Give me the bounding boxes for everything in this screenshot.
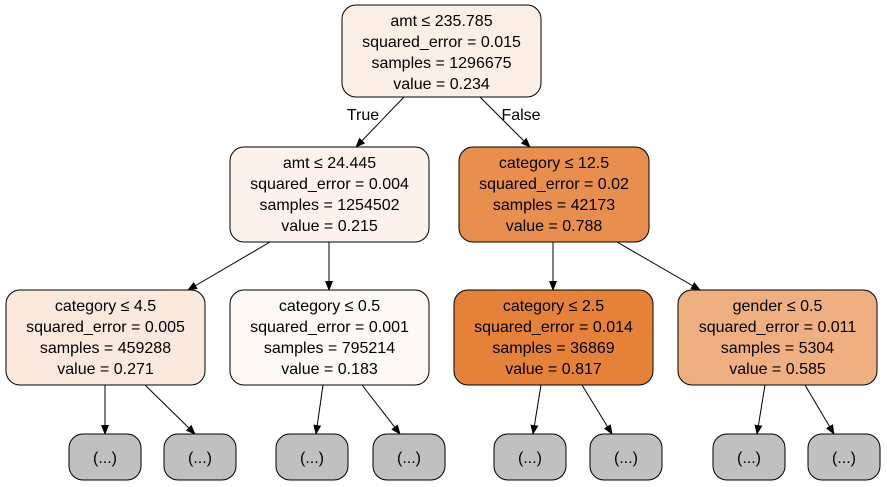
tree-node-n1: amt ≤ 24.445 squared_error = 0.004 samples… — [229, 146, 430, 243]
edge-n2-to-n6 — [616, 241, 701, 291]
node-split-condition: category ≤ 2.5 — [503, 298, 604, 315]
edge-n5-to-leaf-2 — [581, 384, 613, 435]
collapsed-node-label: (...) — [614, 450, 638, 467]
node-split-condition: gender ≤ 0.5 — [733, 298, 823, 315]
node-squared-error: squared_error = 0.001 — [250, 319, 409, 336]
node-value: value = 0.788 — [506, 218, 603, 235]
node-squared-error: squared_error = 0.004 — [250, 176, 409, 193]
edge-n6-to-leaf-1 — [754, 384, 766, 435]
tree-node-n5: category ≤ 2.5 squared_error = 0.014 sampl… — [453, 289, 654, 386]
collapsed-node: (...) — [589, 433, 663, 481]
node-split-condition: category ≤ 12.5 — [499, 155, 609, 172]
node-samples: samples = 1254502 — [259, 197, 399, 214]
node-samples: samples = 42173 — [493, 197, 615, 214]
node-squared-error: squared_error = 0.005 — [26, 319, 185, 336]
node-value: value = 0.817 — [505, 361, 602, 378]
tree-node-n6: gender ≤ 0.5 squared_error = 0.011 samples… — [677, 289, 878, 386]
tree-node-n3: category ≤ 4.5 squared_error = 0.005 sampl… — [5, 289, 206, 386]
node-box — [5, 289, 206, 386]
collapsed-node: (...) — [68, 433, 142, 481]
node-squared-error: squared_error = 0.02 — [479, 176, 629, 193]
node-value: value = 0.585 — [729, 361, 826, 378]
collapsed-node-box — [493, 433, 567, 481]
node-box — [341, 4, 542, 98]
node-split-condition: category ≤ 0.5 — [279, 298, 380, 315]
node-samples: samples = 36869 — [492, 340, 614, 357]
collapsed-node-box — [68, 433, 142, 481]
edge-n4-to-leaf-1 — [313, 384, 324, 435]
collapsed-node: (...) — [163, 433, 237, 481]
edges-layer — [101, 96, 835, 435]
node-box — [229, 146, 430, 243]
node-value: value = 0.234 — [393, 76, 490, 93]
node-samples: samples = 795214 — [264, 340, 395, 357]
nodes-layer: amt ≤ 235.785 squared_error = 0.015 sample… — [5, 4, 881, 481]
node-split-condition: amt ≤ 24.445 — [283, 155, 376, 172]
edge-n6-to-leaf-2 — [804, 384, 835, 435]
collapsed-node-box — [807, 433, 881, 481]
node-samples: samples = 5304 — [721, 340, 835, 357]
collapsed-node: (...) — [275, 433, 349, 481]
node-squared-error: squared_error = 0.015 — [362, 34, 521, 51]
edge-label-false: False — [501, 107, 540, 124]
edge-root-to-n1 — [355, 96, 405, 148]
node-box — [458, 146, 650, 243]
node-value: value = 0.183 — [281, 361, 378, 378]
collapsed-node: (...) — [372, 433, 446, 481]
node-value: value = 0.271 — [57, 361, 154, 378]
node-split-condition: amt ≤ 235.785 — [390, 13, 492, 30]
collapsed-node: (...) — [493, 433, 567, 481]
collapsed-node-label: (...) — [188, 450, 212, 467]
node-squared-error: squared_error = 0.014 — [474, 319, 633, 336]
node-value: value = 0.215 — [281, 218, 378, 235]
node-samples: samples = 459288 — [40, 340, 171, 357]
collapsed-node-label: (...) — [397, 450, 421, 467]
collapsed-node-box — [275, 433, 349, 481]
collapsed-node-label: (...) — [737, 450, 761, 467]
edge-n4-to-leaf-2 — [361, 384, 401, 435]
edge-root-to-n2 — [479, 96, 531, 148]
tree-node-n2: category ≤ 12.5 squared_error = 0.02 sampl… — [458, 146, 650, 243]
collapsed-node-label: (...) — [832, 450, 856, 467]
node-box — [229, 289, 430, 386]
node-squared-error: squared_error = 0.011 — [699, 319, 857, 336]
collapsed-node-box — [589, 433, 663, 481]
node-box — [677, 289, 878, 386]
collapsed-node-box — [163, 433, 237, 481]
collapsed-node: (...) — [712, 433, 786, 481]
edge-n3-to-leaf-2 — [144, 384, 196, 435]
edge-n5-to-leaf-1 — [530, 384, 542, 435]
edge-label-true: True — [347, 107, 379, 124]
node-box — [453, 289, 654, 386]
collapsed-node-label: (...) — [300, 450, 324, 467]
collapsed-node-box — [712, 433, 786, 481]
tree-node-n4: category ≤ 0.5 squared_error = 0.001 sampl… — [229, 289, 430, 386]
node-samples: samples = 1296675 — [371, 55, 511, 72]
collapsed-node: (...) — [807, 433, 881, 481]
node-split-condition: category ≤ 4.5 — [55, 298, 156, 315]
edge-n1-to-n3 — [187, 241, 271, 291]
collapsed-node-box — [372, 433, 446, 481]
tree-node-root: amt ≤ 235.785 squared_error = 0.015 sample… — [341, 4, 542, 98]
edge-labels-layer: True False — [347, 107, 541, 124]
collapsed-node-label: (...) — [93, 450, 117, 467]
collapsed-node-label: (...) — [518, 450, 542, 467]
